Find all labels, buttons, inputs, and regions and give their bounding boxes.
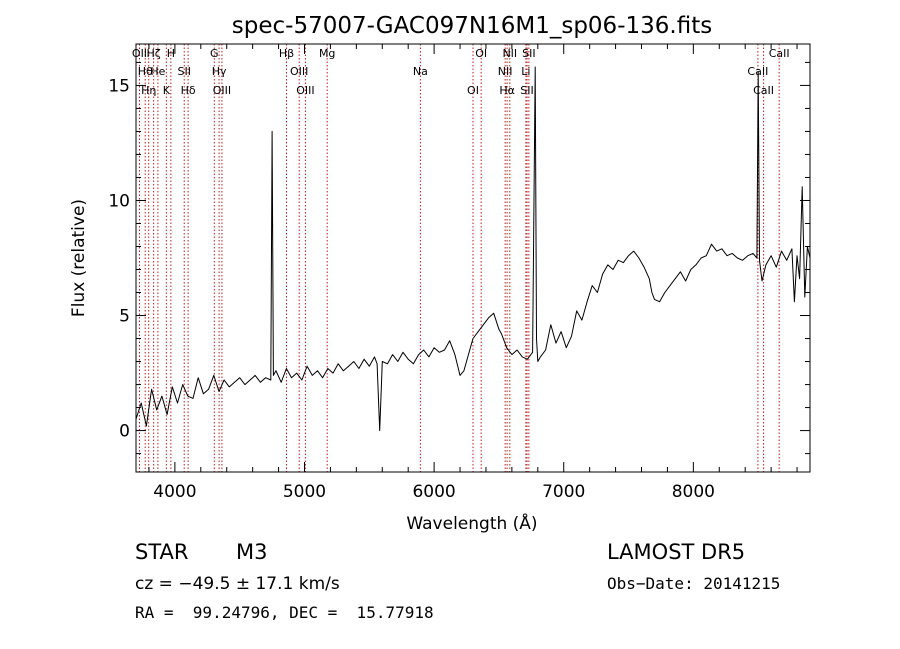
emission-line-labels: OIIHθHηHζHeKHSIIHδGHγOIIIHβOIIIOIIIMgNaO…	[132, 47, 790, 97]
line-marker-label: Hβ	[279, 47, 294, 60]
x-tick-label: 6000	[412, 482, 455, 502]
line-marker-label: CaII	[753, 84, 774, 97]
line-marker-label: OII	[132, 47, 147, 60]
line-marker-label: H	[167, 47, 175, 60]
line-marker-label: OI	[475, 47, 487, 60]
observation-date: Obs−Date: 20141215	[607, 574, 781, 593]
sky-coordinates: RA = 99.24796, DEC = 15.77918	[135, 603, 434, 622]
y-tick-label: 10	[108, 191, 130, 211]
line-marker-label: NII	[502, 47, 517, 60]
x-tick-label: 4000	[153, 482, 196, 502]
line-marker-label: He	[150, 65, 165, 78]
chart-title: spec-57007-GAC097N16M1_sp06-136.fits	[232, 13, 712, 39]
x-axis-label: Wavelength (Å)	[406, 512, 537, 534]
y-tick-label: 15	[108, 76, 130, 96]
line-marker-label: Mg	[319, 47, 335, 60]
line-marker-label: G	[210, 47, 219, 60]
x-tick-label: 7000	[542, 482, 585, 502]
line-marker-label: Hθ	[138, 65, 153, 78]
line-marker-label: SII	[520, 84, 533, 97]
object-class: STAR	[135, 540, 189, 564]
plot-frame	[135, 43, 811, 473]
object-subclass: M3	[236, 540, 268, 564]
line-marker-label: Hη	[141, 84, 156, 97]
line-marker-label: Na	[413, 65, 428, 78]
line-marker-label: OIII	[213, 84, 231, 97]
line-marker-label: OIII	[296, 84, 314, 97]
line-marker-label: Hδ	[181, 84, 196, 97]
x-tick-label: 5000	[283, 482, 326, 502]
line-marker-label: SII	[177, 65, 190, 78]
y-axis: 0 5 10 15	[108, 61, 810, 455]
line-marker-label: OI	[467, 84, 479, 97]
survey-name: LAMOST DR5	[607, 540, 746, 564]
line-marker-label: Hζ	[146, 47, 160, 60]
spectrum-line	[135, 66, 811, 432]
line-marker-label: Hγ	[212, 65, 227, 78]
redshift-velocity: cz = −49.5 ± 17.1 km/s	[135, 574, 340, 594]
x-tick-label: 8000	[672, 482, 715, 502]
line-marker-label: OIII	[290, 65, 308, 78]
line-marker-label: CaII	[769, 47, 790, 60]
y-axis-label: Flux (relative)	[69, 199, 89, 317]
y-tick-label: 0	[119, 422, 130, 442]
line-marker-label: Li	[521, 65, 530, 78]
y-tick-label: 5	[119, 307, 130, 327]
x-axis: 4000 5000 6000 7000 8000	[148, 44, 798, 502]
emission-line-markers	[138, 44, 780, 472]
line-marker-label: K	[163, 84, 171, 97]
series-layer	[135, 66, 811, 432]
line-marker-label: SII	[522, 47, 535, 60]
line-marker-label: Hα	[499, 84, 515, 97]
line-marker-label: NII	[498, 65, 513, 78]
